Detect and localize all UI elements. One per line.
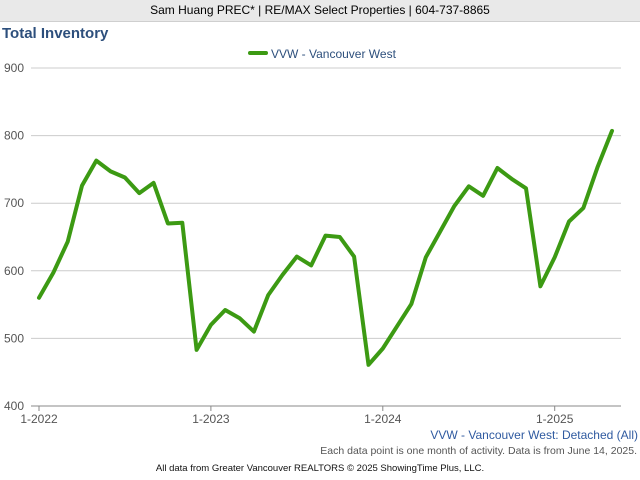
chart-caption: VVW - Vancouver West: Detached (All) (430, 428, 638, 442)
header-text: Sam Huang PREC* | RE/MAX Select Properti… (150, 3, 490, 17)
series-line (37, 128, 614, 367)
y-tick-label: 500 (4, 331, 24, 345)
y-tick-label: 900 (4, 61, 24, 75)
y-tick-label: 800 (4, 129, 24, 143)
header-bar: Sam Huang PREC* | RE/MAX Select Properti… (0, 0, 640, 22)
x-tick-label: 1-2023 (192, 412, 230, 426)
chart-title: Total Inventory (2, 25, 109, 42)
footer-credit: All data from Greater Vancouver REALTORS… (155, 463, 485, 474)
x-tick-label: 1-2025 (536, 412, 574, 426)
data-note: Each data point is one month of activity… (320, 445, 637, 457)
y-tick-label: 400 (4, 399, 24, 413)
legend-label: VVW - Vancouver West (271, 47, 397, 61)
y-tick-label: 600 (4, 264, 24, 278)
y-tick-label: 700 (4, 196, 24, 210)
x-tick-label: 1-2024 (364, 412, 402, 426)
x-tick-label: 1-2022 (20, 412, 58, 426)
